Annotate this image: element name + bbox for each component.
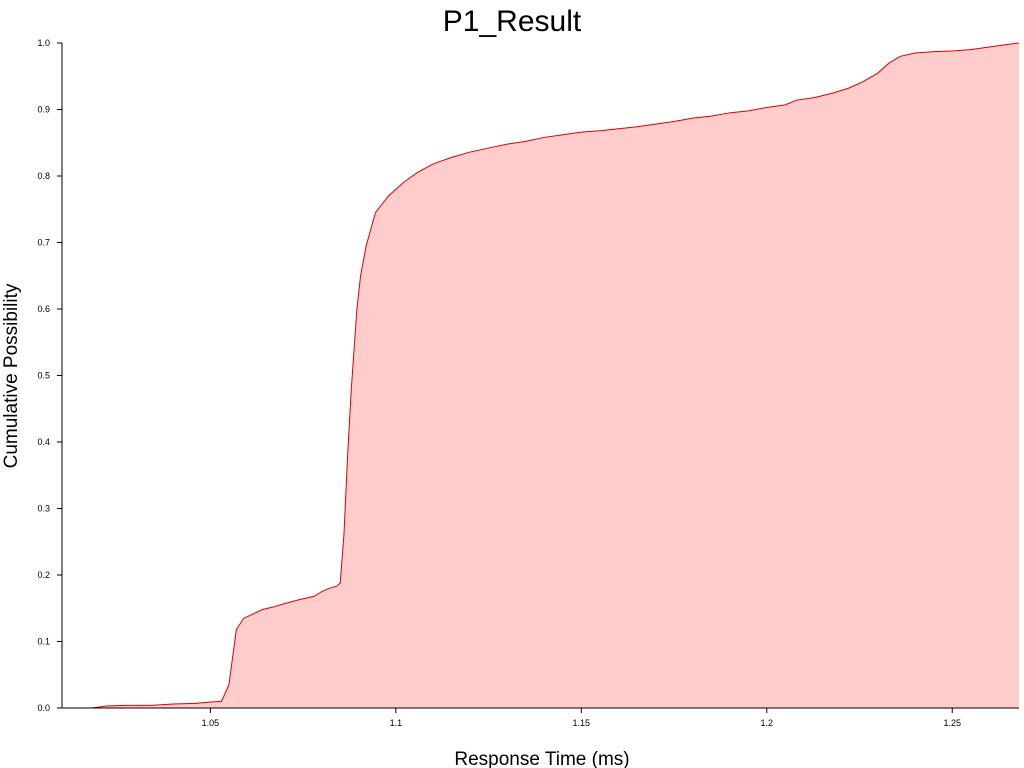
x-tick-label: 1.25 (943, 718, 961, 728)
y-tick-label: 0.3 (37, 504, 50, 514)
x-tick-label: 1.05 (202, 718, 220, 728)
y-tick-label: 0.4 (37, 437, 50, 447)
x-axis-label: Response Time (ms) (454, 749, 629, 768)
y-tick-label: 0.1 (37, 637, 50, 647)
y-axis: 0.0 0.1 0.2 0.3 0.4 0.5 0.6 0.7 0.8 0.9 1.0 (37, 38, 63, 713)
y-tick-label: 0.8 (37, 171, 50, 181)
series-area (62, 43, 1019, 708)
y-tick-label: 0.0 (37, 703, 50, 713)
y-tick-label: 0.7 (37, 238, 50, 248)
series-line (62, 42, 1020, 709)
y-tick-label: 0.9 (37, 105, 50, 115)
x-tick-label: 1.15 (573, 718, 591, 728)
x-axis: 1.05 1.1 1.15 1.2 1.25 (62, 707, 1019, 728)
chart-title: P1_Result (443, 5, 582, 38)
x-tick-label: 1.1 (390, 718, 403, 728)
x-tick-label: 1.2 (761, 718, 774, 728)
y-axis-label: Cumulative Possibility (1, 283, 22, 468)
y-tick-label: 0.6 (37, 304, 50, 314)
plot-area (62, 42, 1020, 709)
y-tick-label: 0.2 (37, 570, 50, 580)
y-tick-label: 0.5 (37, 371, 50, 381)
y-tick-label: 1.0 (37, 38, 50, 48)
